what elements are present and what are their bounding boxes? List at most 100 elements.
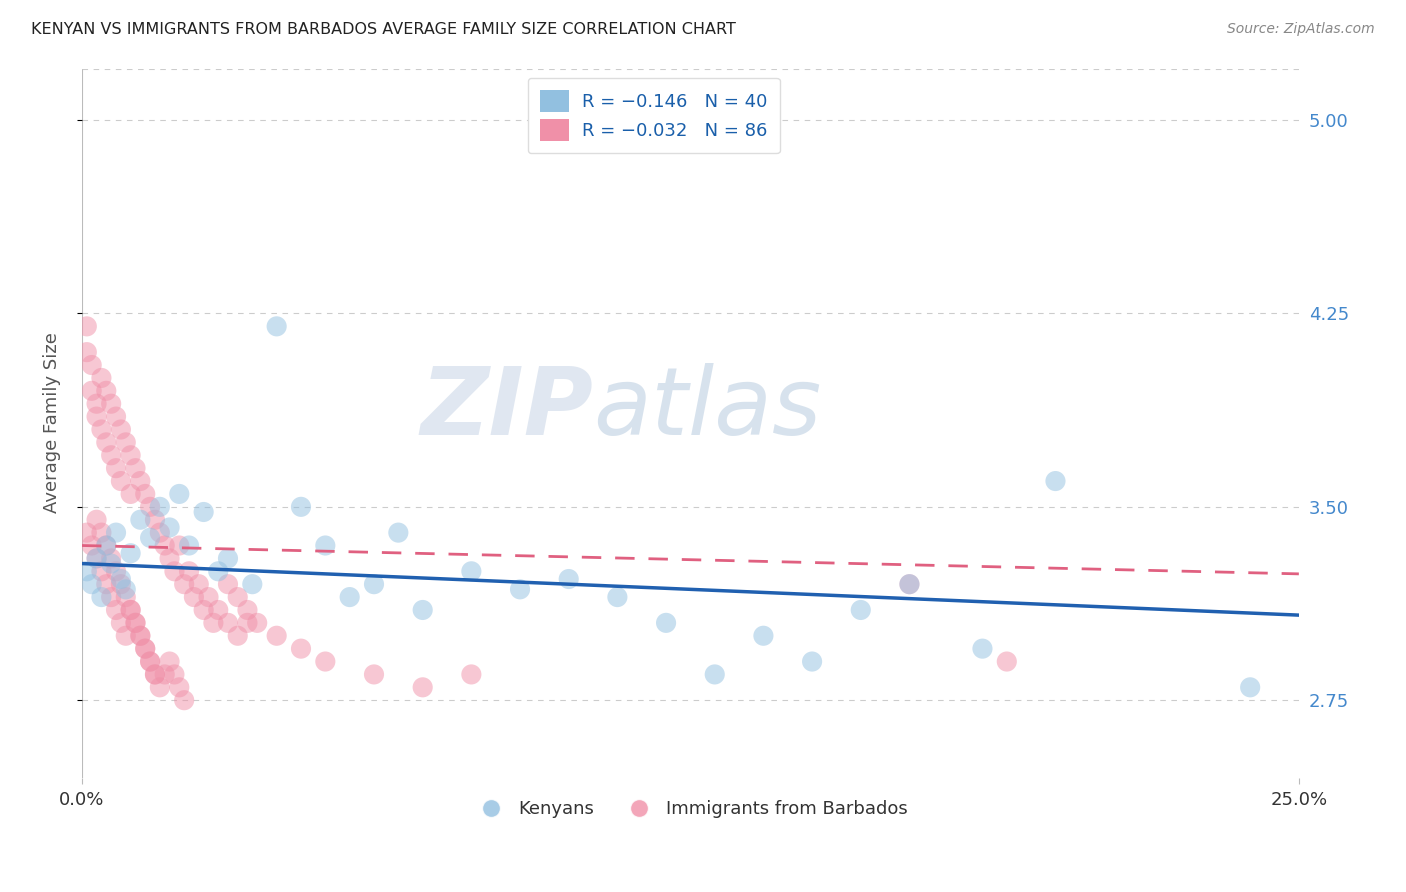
- Text: ZIP: ZIP: [420, 363, 593, 455]
- Point: [606, 590, 628, 604]
- Point: [177, 564, 200, 578]
- Point: [240, 577, 263, 591]
- Point: [898, 577, 921, 591]
- Point: [129, 629, 152, 643]
- Point: [139, 655, 162, 669]
- Point: [236, 603, 259, 617]
- Point: [163, 564, 186, 578]
- Point: [120, 546, 142, 560]
- Point: [509, 582, 531, 597]
- Point: [339, 590, 361, 604]
- Point: [129, 629, 152, 643]
- Point: [187, 577, 209, 591]
- Point: [314, 539, 336, 553]
- Point: [90, 371, 112, 385]
- Point: [134, 641, 156, 656]
- Point: [129, 513, 152, 527]
- Point: [80, 577, 103, 591]
- Point: [114, 590, 136, 604]
- Point: [105, 461, 128, 475]
- Point: [76, 564, 98, 578]
- Point: [207, 564, 229, 578]
- Point: [898, 577, 921, 591]
- Point: [849, 603, 872, 617]
- Point: [110, 577, 132, 591]
- Point: [100, 551, 122, 566]
- Point: [363, 667, 385, 681]
- Point: [120, 603, 142, 617]
- Point: [149, 500, 172, 514]
- Point: [86, 397, 108, 411]
- Point: [80, 384, 103, 398]
- Point: [110, 422, 132, 436]
- Point: [290, 500, 312, 514]
- Point: [124, 615, 146, 630]
- Point: [290, 641, 312, 656]
- Point: [363, 577, 385, 591]
- Point: [266, 319, 288, 334]
- Point: [86, 551, 108, 566]
- Point: [169, 487, 191, 501]
- Point: [114, 629, 136, 643]
- Point: [246, 615, 269, 630]
- Point: [139, 531, 162, 545]
- Text: KENYAN VS IMMIGRANTS FROM BARBADOS AVERAGE FAMILY SIZE CORRELATION CHART: KENYAN VS IMMIGRANTS FROM BARBADOS AVERA…: [31, 22, 735, 37]
- Point: [193, 603, 215, 617]
- Point: [169, 539, 191, 553]
- Point: [159, 655, 181, 669]
- Point: [412, 681, 434, 695]
- Text: atlas: atlas: [593, 363, 821, 454]
- Point: [124, 461, 146, 475]
- Point: [100, 397, 122, 411]
- Point: [96, 577, 118, 591]
- Point: [80, 358, 103, 372]
- Point: [76, 319, 98, 334]
- Point: [134, 487, 156, 501]
- Point: [76, 345, 98, 359]
- Point: [149, 525, 172, 540]
- Point: [173, 577, 195, 591]
- Point: [105, 603, 128, 617]
- Point: [105, 525, 128, 540]
- Point: [80, 539, 103, 553]
- Point: [120, 487, 142, 501]
- Point: [655, 615, 678, 630]
- Point: [236, 615, 259, 630]
- Point: [207, 603, 229, 617]
- Point: [163, 667, 186, 681]
- Point: [114, 435, 136, 450]
- Point: [177, 539, 200, 553]
- Point: [173, 693, 195, 707]
- Point: [752, 629, 775, 643]
- Point: [139, 500, 162, 514]
- Point: [995, 655, 1018, 669]
- Point: [153, 667, 176, 681]
- Point: [86, 551, 108, 566]
- Point: [217, 551, 239, 566]
- Point: [90, 590, 112, 604]
- Point: [226, 629, 249, 643]
- Legend: Kenyans, Immigrants from Barbados: Kenyans, Immigrants from Barbados: [465, 793, 915, 825]
- Point: [266, 629, 288, 643]
- Point: [100, 590, 122, 604]
- Point: [114, 582, 136, 597]
- Point: [1045, 474, 1067, 488]
- Point: [1239, 681, 1261, 695]
- Point: [96, 435, 118, 450]
- Point: [124, 615, 146, 630]
- Point: [387, 525, 409, 540]
- Point: [557, 572, 579, 586]
- Point: [90, 525, 112, 540]
- Point: [217, 615, 239, 630]
- Point: [226, 590, 249, 604]
- Point: [110, 615, 132, 630]
- Point: [169, 681, 191, 695]
- Point: [159, 520, 181, 534]
- Point: [972, 641, 994, 656]
- Point: [90, 422, 112, 436]
- Point: [197, 590, 219, 604]
- Point: [143, 667, 166, 681]
- Point: [105, 564, 128, 578]
- Point: [801, 655, 824, 669]
- Point: [120, 603, 142, 617]
